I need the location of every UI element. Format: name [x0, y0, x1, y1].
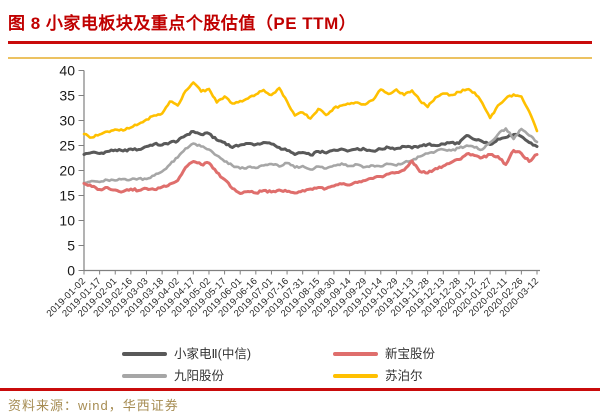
legend-item-xinbao: 新宝股份: [333, 346, 435, 362]
legend-swatch-xinbao: [333, 351, 378, 357]
title-rule: [8, 41, 592, 44]
y-tick-label: 40: [59, 63, 75, 79]
figure-title: 图 8 小家电板块及重点个股估值（PE TTM）: [8, 14, 357, 33]
series-line-xiaojiadian2-citic: [82, 130, 539, 157]
pe-ttm-line-chart: 0 5 10 15 20 25 30 35 40 2019-01-022019-01-172019…: [45, 63, 542, 320]
legend-label-supor: 苏泊尔: [385, 369, 423, 383]
series-line-xinbao: [82, 149, 539, 195]
y-tick-label: 30: [59, 113, 75, 129]
legend-swatch-supor: [333, 373, 378, 379]
y-tick-label: 15: [59, 188, 75, 204]
gold-rule: [8, 57, 592, 59]
y-axis: 0 5 10 15 20 25 30 35 40: [59, 63, 85, 279]
series-line-supor: [82, 81, 539, 139]
chart-legend: 小家电Ⅱ(中信) 新宝股份九阳股份 苏泊尔: [0, 344, 600, 388]
legend-label-xinbao: 新宝股份: [385, 347, 436, 361]
series-line-joyoung: [82, 127, 539, 185]
y-tick-label: 10: [59, 213, 75, 229]
x-axis: 2019-01-022019-01-172019-02-012019-02-16…: [45, 269, 541, 319]
y-tick-label: 5: [67, 238, 75, 254]
y-tick-label: 25: [59, 138, 75, 154]
source-note: 资料来源：wind，华西证券: [8, 398, 179, 413]
legend-swatch-joyoung: [122, 373, 167, 379]
legend-item-supor: 苏泊尔: [333, 368, 423, 384]
y-tick-label: 20: [59, 163, 75, 179]
legend-label-joyoung: 九阳股份: [174, 369, 225, 383]
legend-item-joyoung: 九阳股份: [122, 368, 224, 384]
legend-swatch-xiaojiadian2-citic: [122, 351, 167, 357]
legend-label-xiaojiadian2-citic: 小家电Ⅱ(中信): [174, 347, 251, 361]
legend-item-xiaojiadian2-citic: 小家电Ⅱ(中信): [122, 346, 251, 362]
footer-rule: [0, 388, 600, 391]
y-tick-label: 0: [67, 263, 75, 279]
y-tick-label: 35: [59, 88, 75, 104]
